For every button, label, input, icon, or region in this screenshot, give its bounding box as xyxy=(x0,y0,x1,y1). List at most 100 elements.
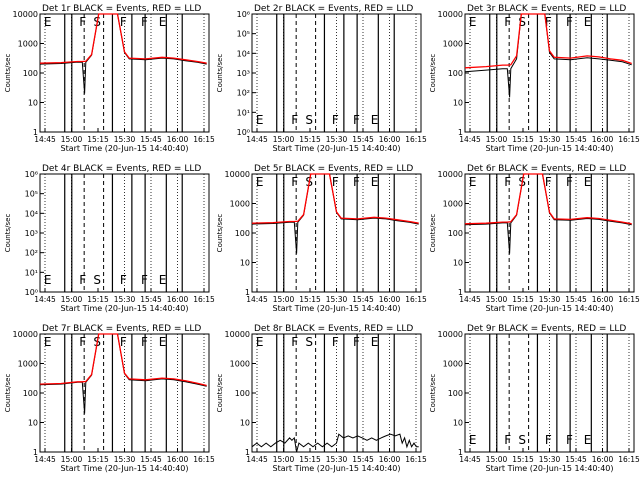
x-tick-label: 15:45 xyxy=(565,295,587,304)
x-tick-label: 15:45 xyxy=(352,135,374,144)
events-series-line xyxy=(251,433,419,453)
y-tick-label: 1 xyxy=(245,448,250,457)
x-tick-label: 16:00 xyxy=(167,135,189,144)
plot-frame xyxy=(251,333,422,453)
y-axis-label: Counts/sec xyxy=(4,374,12,413)
event-marker-label: F xyxy=(504,15,511,29)
x-tick-label: 16:15 xyxy=(618,455,640,464)
x-tick-label: 15:30 xyxy=(326,455,348,464)
x-axis-label: Start Time (20-Jun-15 14:40:40) xyxy=(273,464,401,473)
panel-title: Det 8r BLACK = Events, RED = LLD xyxy=(254,324,413,334)
event-marker-label: F xyxy=(332,335,339,349)
event-marker-label: F xyxy=(291,335,298,349)
event-marker-label: E xyxy=(469,15,477,29)
event-marker-label: E xyxy=(469,433,477,447)
x-tick-label: 16:15 xyxy=(405,295,427,304)
x-axis-label: Start Time (20-Jun-15 14:40:40) xyxy=(61,304,189,313)
event-marker-label: S xyxy=(93,273,101,287)
panel-title: Det 1r BLACK = Events, RED = LLD xyxy=(42,4,201,14)
y-axis-label: Counts/sec xyxy=(216,54,224,93)
y-tick-label: 10⁴ xyxy=(237,49,250,58)
y-tick-label: 1 xyxy=(458,128,463,137)
x-tick-label: 15:15 xyxy=(87,295,109,304)
y-tick-label: 10 xyxy=(453,99,463,108)
x-tick-label: 15:45 xyxy=(565,135,587,144)
y-tick-label: 10000 xyxy=(438,10,463,19)
y-tick-label: 10¹ xyxy=(25,268,38,277)
panel-title: Det 4r BLACK = Events, RED = LLD xyxy=(42,164,201,174)
event-marker-label: F xyxy=(141,273,148,287)
event-marker-label: E xyxy=(469,175,477,189)
y-tick-label: 10000 xyxy=(13,10,38,19)
event-marker-label: F xyxy=(79,273,86,287)
x-tick-label: 15:15 xyxy=(512,295,534,304)
y-tick-label: 10¹ xyxy=(237,108,250,117)
y-tick-label: 10 xyxy=(240,259,250,268)
panel-title: Det 5r BLACK = Events, RED = LLD xyxy=(254,164,413,174)
x-tick-label: 14:45 xyxy=(246,295,268,304)
plot-frame xyxy=(464,173,635,293)
event-marker-label: E xyxy=(44,15,52,29)
x-tick-label: 16:00 xyxy=(592,295,614,304)
plot-frame xyxy=(251,173,422,293)
x-tick-label: 16:15 xyxy=(618,135,640,144)
x-tick-label: 14:45 xyxy=(459,455,481,464)
x-tick-label: 15:15 xyxy=(87,455,109,464)
x-tick-label: 16:00 xyxy=(167,455,189,464)
y-tick-label: 10000 xyxy=(438,170,463,179)
y-tick-label: 1 xyxy=(245,288,250,297)
event-marker-label: F xyxy=(545,433,552,447)
lld-series-line xyxy=(464,13,632,69)
x-tick-label: 15:45 xyxy=(140,455,162,464)
y-axis-label: Counts/sec xyxy=(216,374,224,413)
event-marker-label: S xyxy=(305,113,313,127)
x-tick-label: 14:45 xyxy=(246,135,268,144)
event-marker-label: E xyxy=(159,273,167,287)
event-marker-label: E xyxy=(371,175,379,189)
x-tick-label: 14:45 xyxy=(34,455,56,464)
y-tick-label: 10⁴ xyxy=(25,209,38,218)
x-tick-label: 15:15 xyxy=(512,135,534,144)
x-tick-label: 15:30 xyxy=(114,455,136,464)
panel-title: Det 3r BLACK = Events, RED = LLD xyxy=(467,4,626,14)
x-tick-label: 16:15 xyxy=(618,295,640,304)
y-tick-label: 10000 xyxy=(438,330,463,339)
event-marker-label: S xyxy=(305,335,313,349)
panel-title: Det 9r BLACK = Events, RED = LLD xyxy=(467,324,626,334)
x-axis-label: Start Time (20-Jun-15 14:40:40) xyxy=(273,304,401,313)
y-tick-label: 1 xyxy=(33,128,38,137)
y-tick-label: 10⁵ xyxy=(237,30,250,39)
event-marker-label: F xyxy=(545,15,552,29)
y-tick-label: 10⁶ xyxy=(25,170,38,179)
y-tick-label: 1000 xyxy=(18,360,38,369)
event-marker-label: F xyxy=(141,335,148,349)
x-tick-label: 14:45 xyxy=(34,135,56,144)
x-axis-label: Start Time (20-Jun-15 14:40:40) xyxy=(61,464,189,473)
x-axis-label: Start Time (20-Jun-15 14:40:40) xyxy=(61,144,189,153)
event-marker-label: F xyxy=(120,15,127,29)
y-tick-label: 1000 xyxy=(18,40,38,49)
event-marker-label: F xyxy=(79,15,86,29)
event-marker-label: F xyxy=(291,113,298,127)
event-marker-label: E xyxy=(256,113,264,127)
y-tick-label: 10³ xyxy=(237,69,250,78)
plot-frame xyxy=(464,13,635,133)
panel-title: Det 2r BLACK = Events, RED = LLD xyxy=(254,4,413,14)
panel-title: Det 7r BLACK = Events, RED = LLD xyxy=(42,324,201,334)
x-tick-label: 15:15 xyxy=(299,455,321,464)
y-tick-label: 10⁵ xyxy=(25,190,38,199)
event-marker-label: E xyxy=(584,175,592,189)
y-tick-label: 10 xyxy=(28,419,38,428)
y-tick-label: 1 xyxy=(458,288,463,297)
x-tick-label: 16:00 xyxy=(379,295,401,304)
x-tick-label: 15:00 xyxy=(486,135,508,144)
x-tick-label: 14:45 xyxy=(246,455,268,464)
x-tick-label: 16:00 xyxy=(379,455,401,464)
y-tick-label: 10 xyxy=(453,419,463,428)
